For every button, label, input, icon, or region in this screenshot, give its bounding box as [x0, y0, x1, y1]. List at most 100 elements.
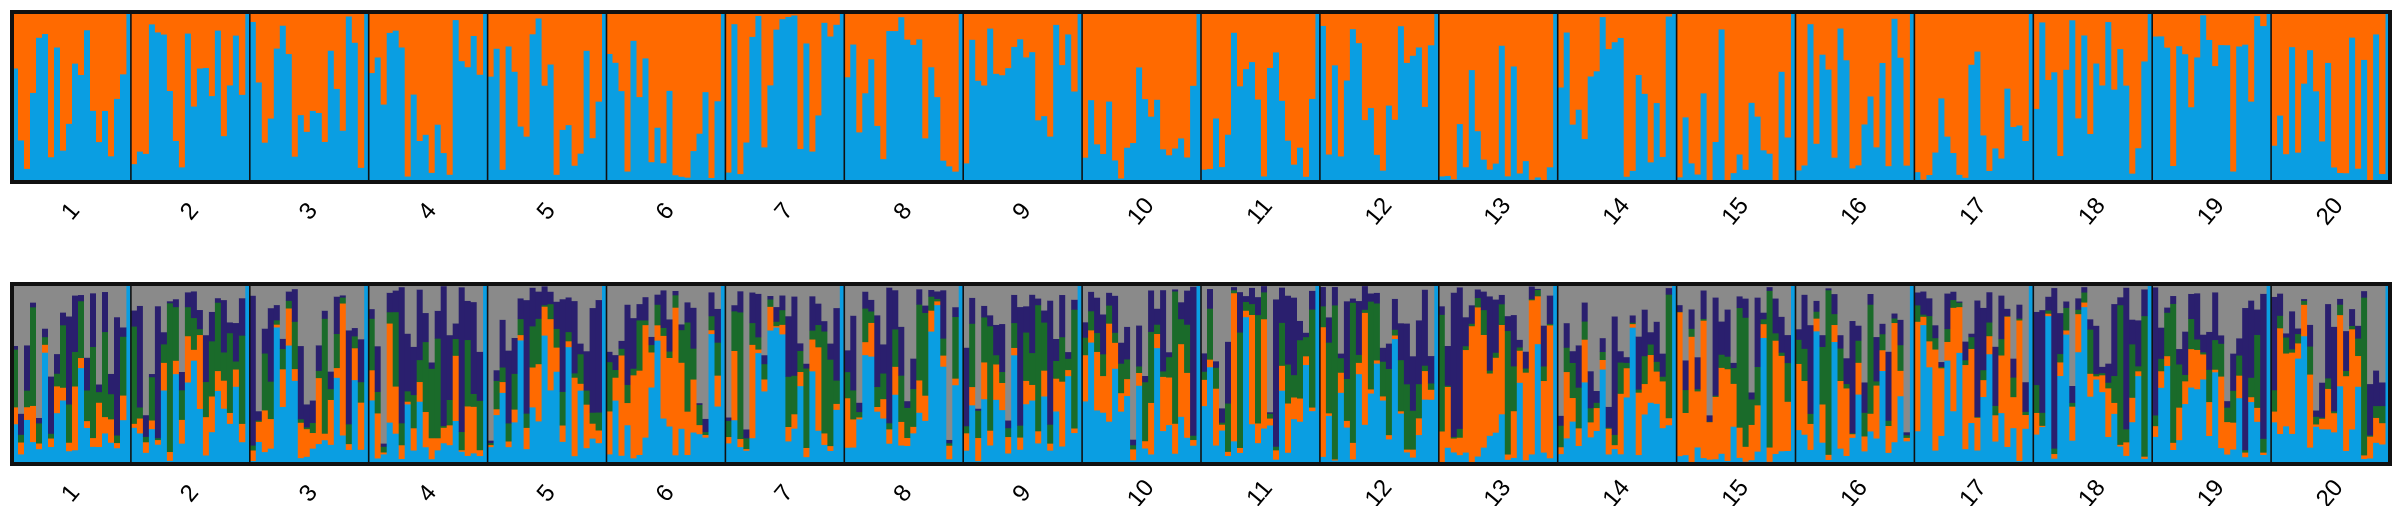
individual-bar-segment [2164, 47, 2171, 183]
individual-bar-segment [1986, 12, 1993, 171]
individual-bar-segment [267, 118, 275, 183]
individual-bar-segment [815, 284, 822, 304]
individual-bar-segment [636, 96, 643, 183]
individual-bar-segment [1379, 396, 1387, 401]
individual-bar-segment [1742, 298, 1749, 318]
individual-bar-segment [160, 34, 168, 183]
individual-bar-segment [1569, 350, 1577, 363]
individual-bar-segment [2230, 353, 2237, 391]
individual-bar-segment [1980, 369, 1987, 381]
population-tick-label: 12 [1360, 192, 1398, 230]
individual-bar-segment [1427, 355, 1435, 384]
individual-bar-segment [731, 310, 738, 351]
individual-bar-segment [315, 284, 323, 346]
plot-frame [10, 10, 2392, 184]
individual-bar-segment [874, 284, 881, 316]
individual-bar-segment [761, 354, 768, 365]
individual-bar-segment [1088, 342, 1095, 465]
individual-bar-segment [166, 12, 174, 91]
individual-bar-segment [1510, 66, 1518, 183]
individual-bar-segment [2123, 12, 2130, 86]
individual-bar-segment [940, 355, 947, 367]
individual-bar-segment [1148, 12, 1155, 117]
individual-bar-segment [1635, 454, 1643, 465]
individual-bar-segment [1118, 363, 1125, 394]
individual-bar-segment [267, 307, 275, 382]
individual-bar-segment [1297, 284, 1304, 321]
individual-bar-segment [898, 284, 905, 327]
individual-bar-segment [589, 307, 596, 413]
individual-bar-segment [1011, 12, 1018, 47]
individual-bar-segment [2039, 12, 2046, 23]
individual-bar-segment [922, 284, 929, 306]
individual-bar-segment [416, 12, 424, 141]
individual-bar-segment [1557, 12, 1565, 88]
individual-bar-segment [1867, 12, 1874, 97]
individual-bar-segment [684, 302, 691, 323]
individual-bar-segment [1659, 376, 1667, 382]
individual-bar-segment [1118, 284, 1125, 343]
individual-bar-segment [886, 287, 893, 424]
population-19 [2152, 12, 2267, 183]
individual-bar-segment [108, 442, 115, 465]
individual-bar-segment [48, 12, 55, 158]
individual-bar-segment [612, 369, 619, 378]
individual-bar-segment [1082, 12, 1089, 158]
individual-bar-segment [1331, 305, 1339, 460]
individual-bar-segment [261, 284, 269, 329]
individual-bar-segment [833, 24, 840, 183]
individual-bar-segment [18, 454, 25, 465]
individual-bar-segment [904, 437, 911, 446]
individual-bar-segment [737, 12, 744, 175]
individual-bar-segment [108, 393, 115, 420]
individual-bar-segment [1303, 332, 1310, 338]
individual-bar-segment [142, 441, 150, 453]
individual-bar-segment [446, 284, 454, 336]
individual-bar-segment [1367, 12, 1375, 109]
individual-bar-segment [2033, 311, 2040, 386]
individual-bar-segment [714, 406, 721, 465]
individual-bar-segment [458, 449, 466, 452]
individual-bar-segment [904, 39, 911, 183]
individual-bar-segment [1385, 439, 1393, 465]
individual-bar-segment [2331, 284, 2338, 327]
individual-bar-segment [120, 12, 127, 75]
individual-bar-segment [1986, 284, 1993, 293]
individual-bar-segment [2218, 376, 2225, 449]
individual-bar-segment [1575, 109, 1583, 183]
individual-bar-segment [1879, 62, 1886, 183]
individual-bar-segment [178, 389, 186, 420]
individual-bar-segment [1599, 359, 1607, 370]
individual-bar-segment [2057, 155, 2064, 183]
individual-bar-segment [1546, 12, 1554, 168]
individual-bar-segment [1843, 455, 1850, 465]
individual-bar-segment [2325, 62, 2332, 183]
individual-bar-segment [1421, 399, 1429, 465]
individual-bar-segment [725, 436, 732, 444]
individual-bar-segment [1029, 352, 1036, 385]
individual-bar-segment [1510, 284, 1518, 316]
individual-bar-segment [440, 442, 448, 465]
individual-bar-segment [827, 343, 834, 360]
individual-bar-segment [1053, 338, 1060, 361]
individual-bar-segment [1468, 12, 1476, 71]
individual-bar-segment [2099, 374, 2106, 393]
individual-bar-segment [1047, 450, 1054, 465]
individual-bar-segment [1718, 29, 1725, 183]
individual-bar-segment [422, 411, 430, 448]
population-tick-label: 2 [175, 197, 204, 225]
individual-bar-segment [368, 72, 376, 183]
individual-bar-segment [797, 350, 804, 373]
population-16 [1795, 12, 1910, 183]
individual-bar-segment [66, 123, 73, 183]
individual-bar-segment [2355, 355, 2362, 387]
individual-bar-segment [809, 339, 816, 372]
individual-bar-segment [1998, 12, 2005, 159]
individual-bar-segment [96, 141, 103, 183]
individual-bar-segment [208, 431, 216, 465]
individual-bar-segment [1385, 284, 1393, 344]
individual-bar-segment [1641, 309, 1649, 357]
individual-bar-segment [571, 373, 578, 378]
individual-bar-segment [2188, 318, 2195, 350]
population-18 [2033, 284, 2148, 465]
